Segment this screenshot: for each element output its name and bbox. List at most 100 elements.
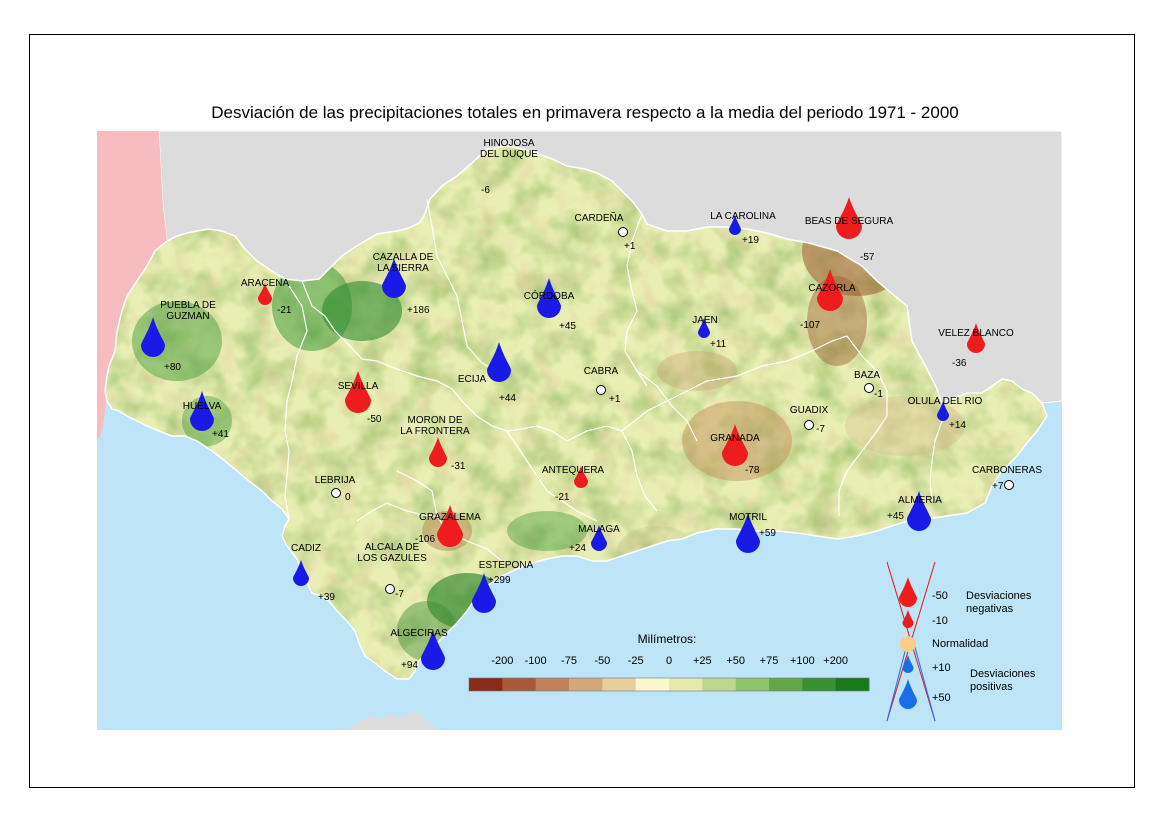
legend-label: Normalidad	[932, 638, 988, 650]
colorbar-swatch	[735, 678, 770, 691]
normal-station-circle	[618, 227, 628, 237]
station-marker: CAZALLA DE LA SIERRA +186	[373, 252, 434, 316]
station-name: MORON DE LA FRONTERA	[400, 415, 470, 437]
drop-icon	[537, 278, 561, 318]
station-marker: ALGECIRAS +94	[390, 628, 448, 671]
station-value: +7	[992, 481, 1004, 492]
station-marker: HINOJOSA DEL DUQUE -6	[480, 138, 538, 196]
colorbar-swatch	[502, 678, 537, 691]
station-marker: CARDEÑA +1	[575, 211, 636, 252]
station-value: +45	[559, 321, 576, 332]
colorbar: Milímetros: -200 -100 -75 -50 -25 0 +25 +50 +75 +1…	[468, 632, 870, 692]
station-marker: CAZORLA -107	[800, 269, 856, 331]
drop-icon	[421, 630, 445, 670]
drop-icon	[698, 318, 710, 338]
colorbar-label: +25	[693, 655, 712, 667]
station-value: +1	[609, 394, 621, 405]
station-name: VELEZ BLANCO	[938, 328, 1014, 339]
station-marker: MORON DE LA FRONTERA -31	[400, 415, 470, 472]
colorbar-swatch	[569, 678, 603, 691]
station-name: ESTEPONA	[479, 560, 534, 571]
province-boundary	[624, 213, 648, 387]
colorbar-label: +100	[790, 655, 815, 667]
station-value: +19	[742, 235, 759, 246]
colorbar-swatch	[469, 678, 503, 691]
station-marker: ALCALA DE LOS GAZULES -7	[357, 542, 427, 600]
station-marker: VELEZ BLANCO -36	[938, 323, 1014, 369]
drop-icon	[736, 513, 760, 553]
station-marker: OLULA DEL RIO +14	[908, 396, 983, 431]
colorbar-swatch	[535, 678, 570, 691]
drop-icon	[472, 573, 496, 613]
station-name: OLULA DEL RIO	[908, 396, 983, 407]
station-name: HINOJOSA DEL DUQUE	[480, 138, 538, 160]
station-value: -1	[874, 389, 883, 400]
station-name: BEAS DE SEGURA	[805, 216, 894, 227]
colorbar-label: -25	[628, 655, 644, 667]
station-marker: HUELVA +41	[183, 391, 229, 440]
colorbar-swatch	[602, 678, 637, 691]
drop-icon	[190, 391, 214, 431]
station-value: -31	[451, 461, 466, 472]
drop-icon	[293, 560, 309, 586]
station-name: SEVILLA	[338, 381, 379, 392]
station-name: ANTEQUERA	[542, 465, 605, 476]
legend-item: +10	[902, 655, 951, 674]
station-marker: ECIJA +44	[458, 342, 516, 404]
drop-icon	[487, 342, 511, 382]
station-marker: ALMERIA +45	[887, 491, 942, 531]
province-boundary	[284, 285, 308, 520]
station-name: BAZA	[854, 370, 880, 381]
station-value: -50	[367, 414, 382, 425]
colorbar-label: -200	[491, 655, 513, 667]
station-marker: LA CAROLINA +19	[710, 211, 776, 246]
colorbar-label: -50	[594, 655, 610, 667]
drop-icon	[574, 466, 588, 488]
drop-icon	[729, 215, 741, 235]
province-boundary	[396, 470, 503, 562]
station-value: +11	[710, 339, 727, 350]
station-marker: ANTEQUERA -21	[542, 465, 605, 503]
station-value: 0	[345, 492, 351, 503]
station-name: ECIJA	[458, 374, 487, 385]
colorbar-label: +50	[726, 655, 745, 667]
station-name: CAZALLA DE LA SIERRA	[373, 252, 434, 274]
station-marker: BEAS DE SEGURA -57	[805, 197, 894, 263]
station-marker: BAZA -1	[854, 370, 883, 400]
station-value: +299	[488, 575, 511, 586]
portugal-area	[97, 131, 167, 441]
drop-icon	[258, 283, 272, 305]
station-marker: CARBONERAS +7	[972, 465, 1042, 492]
normal-station-circle	[864, 383, 874, 393]
station-name: GRAZALEMA	[419, 512, 481, 523]
normal-station-circle	[804, 420, 814, 430]
station-name: ARACENA	[241, 278, 290, 289]
station-value: +39	[318, 592, 335, 603]
colorbar-label: +75	[760, 655, 779, 667]
province-boundary	[301, 280, 568, 442]
station-marker: ESTEPONA +299	[472, 560, 534, 613]
drop-icon	[817, 269, 843, 311]
station-value: +94	[401, 660, 418, 671]
station-marker: JAEN +11	[692, 315, 726, 350]
province-boundary	[636, 370, 698, 442]
station-marker: SEVILLA -50	[338, 371, 382, 425]
station-value: -78	[745, 465, 760, 476]
colorbar-label: 0	[666, 655, 672, 667]
station-name: GUADIX	[790, 405, 829, 416]
drop-icon	[899, 679, 917, 709]
station-name: MOTRIL	[729, 512, 767, 523]
station-marker: ARACENA -21	[241, 278, 292, 316]
drop-legend: -50 -10 Normalidad +10 +50 Desviaciones negati…	[886, 561, 1036, 722]
station-name: GRANADA	[710, 433, 760, 444]
province-boundary	[506, 430, 598, 522]
station-value: +24	[569, 543, 586, 554]
normal-station-circle	[1004, 480, 1014, 490]
drop-icon	[899, 577, 917, 607]
colorbar-swatch	[802, 678, 837, 691]
station-marker: GRAZALEMA -106	[415, 505, 481, 547]
station-marker: GUADIX -7	[790, 405, 829, 435]
station-name: CABRA	[584, 366, 619, 377]
legend-negative-text: Desviaciones negativas	[966, 590, 1032, 615]
station-value: -57	[860, 252, 875, 263]
